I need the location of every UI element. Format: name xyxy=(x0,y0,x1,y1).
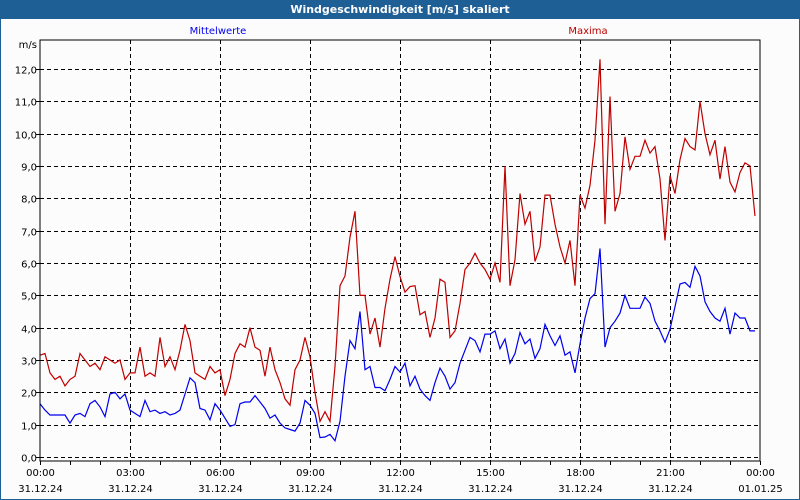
y-tick-label: 10,0 xyxy=(15,131,37,142)
y-tick-label: 3,0 xyxy=(21,357,37,368)
y-axis-unit: m/s xyxy=(19,40,37,51)
y-tick-label: 6,0 xyxy=(21,260,37,271)
series-line-maxima xyxy=(39,59,756,424)
window-title: Windgeschwindigkeit [m/s] skaliert xyxy=(0,0,800,19)
x-tick-time: 06:00 xyxy=(206,468,235,479)
x-tick-date: 31.12.24 xyxy=(468,484,513,495)
legend-maxima: Maxima xyxy=(568,26,607,37)
x-tick-date: 01.01.25 xyxy=(738,484,783,495)
y-tick-label: 1,0 xyxy=(21,422,37,433)
y-tick-label: 7,0 xyxy=(21,228,37,239)
x-tick-time: 18:00 xyxy=(566,468,595,479)
x-tick-time: 03:00 xyxy=(116,468,145,479)
y-tick-label: 0,0 xyxy=(21,454,37,465)
x-tick-time: 00:00 xyxy=(746,468,775,479)
y-tick-label: 9,0 xyxy=(21,163,37,174)
x-tick-date: 31.12.24 xyxy=(288,484,333,495)
x-tick-date: 31.12.24 xyxy=(648,484,693,495)
x-tick-time: 00:00 xyxy=(26,468,55,479)
y-tick-label: 12,0 xyxy=(15,66,37,77)
x-tick-time: 09:00 xyxy=(296,468,325,479)
x-tick-date: 31.12.24 xyxy=(378,484,423,495)
x-tick-time: 15:00 xyxy=(476,468,505,479)
legend-mittelwerte: Mittelwerte xyxy=(190,26,247,37)
y-tick-label: 2,0 xyxy=(21,389,37,400)
y-tick-label: 4,0 xyxy=(21,325,37,336)
y-tick-label: 8,0 xyxy=(21,195,37,206)
x-tick-time: 21:00 xyxy=(656,468,685,479)
x-tick-date: 31.12.24 xyxy=(558,484,603,495)
series-line-mittelwerte xyxy=(39,248,755,443)
y-tick-label: 11,0 xyxy=(15,98,37,109)
x-tick-date: 31.12.24 xyxy=(198,484,243,495)
x-tick-date: 31.12.24 xyxy=(18,484,63,495)
x-tick-date: 31.12.24 xyxy=(108,484,153,495)
x-tick-time: 12:00 xyxy=(386,468,415,479)
y-tick-label: 5,0 xyxy=(21,292,37,303)
